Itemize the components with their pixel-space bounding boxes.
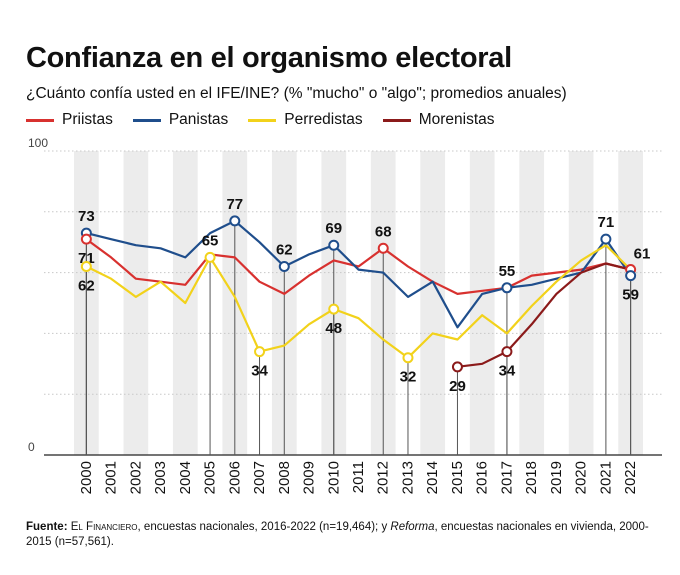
data-marker-panistas-2006 xyxy=(229,215,241,227)
data-label-morenistas-2017: 34 xyxy=(499,363,516,380)
x-tick-label-2021: 2021 xyxy=(597,461,614,494)
x-tick-label-2007: 2007 xyxy=(251,461,268,494)
x-tick-label-2003: 2003 xyxy=(152,461,169,494)
data-label-panistas-2010: 69 xyxy=(325,220,342,237)
legend-swatch-morenistas xyxy=(382,118,411,122)
data-marker-perredistas-2007 xyxy=(254,346,266,358)
data-label-panistas-2006: 77 xyxy=(226,196,243,213)
data-marker-morenistas-2015 xyxy=(451,361,463,373)
year-band-2020 xyxy=(568,151,594,455)
legend-label-perredistas: Perredistas xyxy=(284,111,363,128)
x-tick-label-2008: 2008 xyxy=(276,461,293,494)
data-marker-perredistas-2005 xyxy=(204,251,216,263)
data-marker-panistas-2021 xyxy=(600,233,612,245)
data-marker-perredistas-2000 xyxy=(80,261,92,273)
legend-swatch-priistas xyxy=(26,118,54,122)
x-tick-label-2011: 2011 xyxy=(350,461,367,493)
data-marker-panistas-2017 xyxy=(501,282,513,294)
data-label-morenistas-2015: 29 xyxy=(449,378,466,395)
x-tick-label-2000: 2000 xyxy=(78,461,95,494)
line-chart: 0 100 2000 2001 2002 2003 2004 2005 2006 2007 2008… xyxy=(28,136,662,494)
x-tick-label-2017: 2017 xyxy=(498,461,515,494)
source-org: El Financiero xyxy=(70,521,138,533)
data-label-priistas-2000: 71 xyxy=(78,250,95,267)
source-publication: Reforma xyxy=(390,521,435,533)
x-tick-label-2006: 2006 xyxy=(226,461,243,494)
data-label-perredistas-2007: 34 xyxy=(251,363,268,380)
series-line-panistas xyxy=(86,219,632,329)
x-tick-label-2004: 2004 xyxy=(177,461,194,494)
data-label-panistas-2021: 71 xyxy=(598,214,615,231)
series-line-perredistas xyxy=(85,244,632,359)
x-tick-label-2014: 2014 xyxy=(424,461,441,494)
x-tick-label-2022: 2022 xyxy=(622,461,639,494)
data-label-priistas-2012: 68 xyxy=(375,223,392,240)
data-marker-panistas-2022 xyxy=(625,270,637,282)
legend-item-perredistas: Perredistas xyxy=(248,111,363,129)
x-tick-label-2018: 2018 xyxy=(523,461,540,494)
data-marker-panistas-2008 xyxy=(278,261,290,273)
x-tick-label-2001: 2001 xyxy=(103,461,120,494)
year-band-2002 xyxy=(123,151,149,455)
source-label: Fuente: xyxy=(26,521,68,533)
y-tick-label-0: 0 xyxy=(28,440,35,454)
x-tick-label-2010: 2010 xyxy=(325,461,342,494)
source-text-1: , encuestas nacionales, 2016-2022 (n=19,… xyxy=(137,521,391,533)
series-line-morenistas xyxy=(457,262,631,368)
y-tick-label-100: 100 xyxy=(28,136,48,150)
data-label-panistas-2000: 73 xyxy=(78,208,95,225)
x-tick-label-2016: 2016 xyxy=(474,461,491,494)
x-tick-label-2002: 2002 xyxy=(127,461,144,494)
x-tick-label-2020: 2020 xyxy=(573,461,590,494)
legend-item-panistas: Panistas xyxy=(132,111,229,129)
source-text-2: , encuestas nacionales en vivienda, 2000… xyxy=(26,521,649,548)
x-tick-label-2005: 2005 xyxy=(202,461,219,494)
x-tick-label-2019: 2019 xyxy=(548,461,565,494)
data-label-panistas-2008: 62 xyxy=(276,242,293,259)
legend-swatch-perredistas xyxy=(248,118,277,122)
data-label-priistas-2022: 61 xyxy=(634,246,651,263)
x-tick-label-2012: 2012 xyxy=(375,461,392,494)
legend-item-priistas: Priistas xyxy=(26,111,113,129)
legend-label-panistas: Panistas xyxy=(168,111,229,128)
x-tick-label-2009: 2009 xyxy=(301,461,318,494)
data-marker-perredistas-2013 xyxy=(402,352,414,364)
legend-label-priistas: Priistas xyxy=(62,111,113,128)
year-band-2016 xyxy=(469,151,495,455)
data-marker-morenistas-2017 xyxy=(501,346,513,358)
data-marker-priistas-2012 xyxy=(377,242,389,254)
x-tick-label-2013: 2013 xyxy=(399,461,416,494)
data-label-perredistas-2005: 65 xyxy=(202,232,219,249)
legend-swatch-panistas xyxy=(132,118,161,122)
chart-legend: Priistas Panistas Perredistas Morenistas xyxy=(26,111,495,129)
series-line-priistas xyxy=(85,238,631,295)
data-label-perredistas-2010: 48 xyxy=(325,320,342,337)
data-marker-perredistas-2010 xyxy=(328,303,340,315)
data-marker-panistas-2010 xyxy=(328,239,340,251)
data-marker-priistas-2000 xyxy=(80,233,92,245)
year-band-2018 xyxy=(519,151,545,455)
data-label-perredistas-2000: 62 xyxy=(78,278,95,295)
year-band-2014 xyxy=(420,151,446,455)
data-label-perredistas-2013: 32 xyxy=(400,369,417,386)
source-note: Fuente: El Financiero, encuestas naciona… xyxy=(26,520,666,550)
data-label-panistas-2022: 59 xyxy=(622,287,639,304)
chart-subtitle: ¿Cuánto confía usted en el IFE/INE? (% "… xyxy=(26,85,567,102)
legend-label-morenistas: Morenistas xyxy=(418,111,495,128)
x-tick-label-2015: 2015 xyxy=(449,461,466,494)
legend-item-morenistas: Morenistas xyxy=(382,111,495,129)
page-title: Confianza en el organismo electoral xyxy=(26,42,512,74)
data-label-panistas-2017: 55 xyxy=(499,263,516,280)
